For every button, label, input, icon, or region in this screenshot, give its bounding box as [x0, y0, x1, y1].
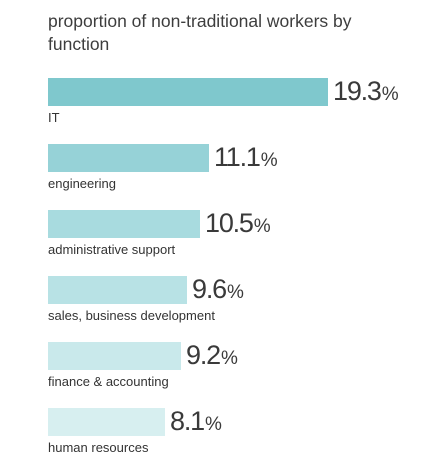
bar-value-unit: %	[204, 414, 222, 435]
bar	[48, 342, 181, 370]
bar-row: 19.3% IT	[48, 76, 428, 130]
bar-row: 9.6% sales, business development	[48, 274, 428, 328]
bar-value-number: 8.1	[170, 406, 205, 436]
bar-value-label: 11.1%	[214, 140, 278, 179]
bar	[48, 78, 328, 106]
bar-value-label: 19.3%	[333, 74, 399, 113]
bar-row: 10.5% administrative support	[48, 208, 428, 262]
bar-value-unit: %	[253, 216, 271, 237]
bar	[48, 408, 165, 436]
bar-value-number: 11.1	[214, 142, 261, 172]
category-label: administrative support	[48, 242, 176, 257]
category-label: IT	[48, 110, 60, 125]
bar-row: 11.1% engineering	[48, 142, 428, 196]
bar-value-number: 9.2	[186, 340, 221, 370]
bar-value-label: 9.6%	[192, 272, 244, 311]
bar-value-unit: %	[220, 348, 238, 369]
category-label: human resources	[48, 440, 149, 455]
bar	[48, 276, 187, 304]
bar-value-unit: %	[381, 84, 399, 105]
bar-value-label: 10.5%	[205, 206, 271, 245]
bar-value-number: 9.6	[192, 274, 227, 304]
bar-value-label: 8.1%	[170, 404, 222, 443]
category-label: finance & accounting	[48, 374, 169, 389]
bar-row: 8.1% human resources	[48, 406, 428, 460]
bar-value-label: 9.2%	[186, 338, 238, 377]
bar-value-unit: %	[226, 282, 244, 303]
category-label: sales, business development	[48, 308, 215, 323]
bar-value-unit: %	[260, 150, 278, 171]
bar	[48, 144, 209, 172]
bar-value-number: 10.5	[205, 208, 254, 238]
bar-row: 9.2% finance & accounting	[48, 340, 428, 394]
category-label: engineering	[48, 176, 116, 191]
bar	[48, 210, 200, 238]
chart-title: proportion of non-traditional workers by…	[48, 11, 352, 54]
bar-value-number: 19.3	[333, 76, 382, 106]
